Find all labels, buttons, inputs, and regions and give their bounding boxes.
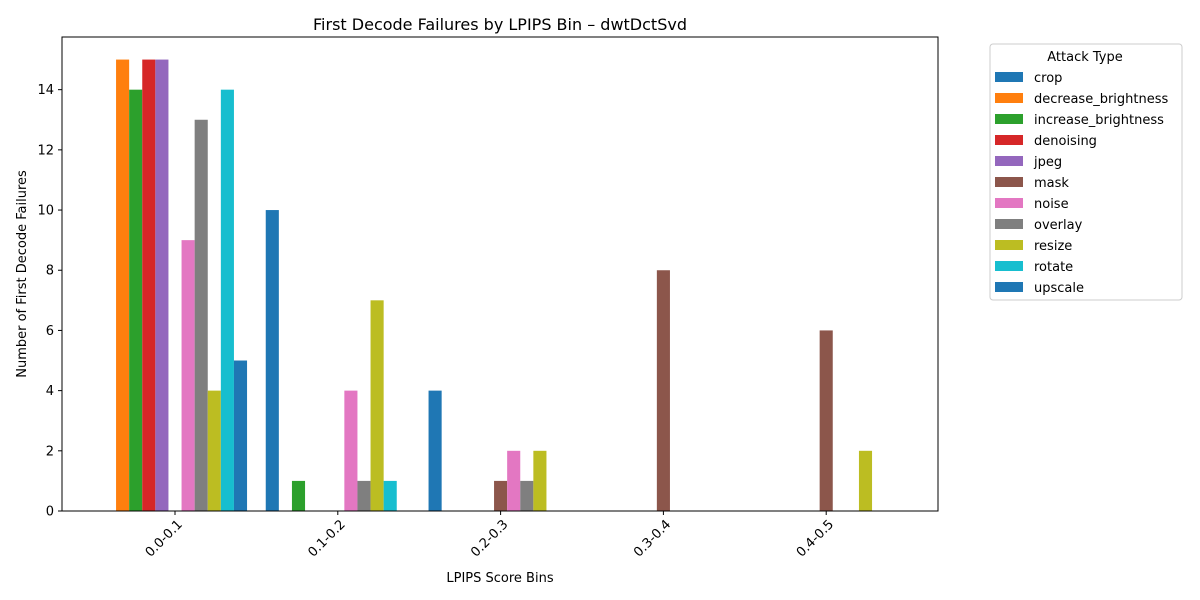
x-tick-label: 0.0-0.1 xyxy=(143,517,186,560)
chart-title: First Decode Failures by LPIPS Bin – dwt… xyxy=(313,15,687,34)
y-tick-label: 12 xyxy=(37,143,54,158)
legend-label-noise: noise xyxy=(1034,197,1069,212)
bar-crop-0.1-0.2 xyxy=(265,210,279,512)
y-tick-label: 14 xyxy=(37,83,54,98)
x-axis-ticks: 0.0-0.1 0.1-0.2 0.2-0.3 0.3-0.4 0.4-0.5 xyxy=(143,511,837,560)
legend-swatch-mask xyxy=(995,177,1023,187)
bar-mask-0.3-0.4 xyxy=(656,270,670,511)
legend-swatch-jpeg xyxy=(995,156,1023,166)
bars-group xyxy=(116,59,873,512)
bar-mask-0.4-0.5 xyxy=(819,330,833,511)
legend-swatch-overlay xyxy=(995,219,1023,229)
y-tick-label: 8 xyxy=(46,264,54,279)
legend-label-overlay: overlay xyxy=(1034,218,1083,233)
legend-label-decrease_brightness: decrease_brightness xyxy=(1034,92,1168,107)
bar-upscale-0.0-0.1 xyxy=(233,360,248,511)
y-tick-label: 10 xyxy=(37,204,54,219)
legend-swatch-noise xyxy=(995,198,1023,208)
legend-swatch-crop xyxy=(995,72,1023,82)
legend-swatch-denoising xyxy=(995,135,1023,145)
bar-noise-0.1-0.2 xyxy=(344,390,358,511)
bar-mask-0.2-0.3 xyxy=(494,480,508,511)
y-axis-label: Number of First Decode Failures xyxy=(15,170,30,378)
x-axis-label: LPIPS Score Bins xyxy=(446,571,553,586)
bar-overlay-0.1-0.2 xyxy=(357,480,371,511)
legend-frame xyxy=(989,43,1183,301)
legend-label-mask: mask xyxy=(1034,176,1069,191)
bar-overlay-0.2-0.3 xyxy=(520,480,534,511)
plot-frame xyxy=(61,36,939,512)
legend-label-jpeg: jpeg xyxy=(1033,155,1062,170)
y-tick-label: 6 xyxy=(46,324,54,339)
bar-noise-0.2-0.3 xyxy=(507,450,521,511)
y-axis-ticks: 0 2 4 6 8 10 12 14 xyxy=(37,83,62,520)
bar-resize-0.2-0.3 xyxy=(533,450,547,511)
bar-resize-0.4-0.5 xyxy=(858,450,873,511)
legend: Attack Type crop decrease_brightnessincre… xyxy=(989,43,1183,301)
bar-increase_brightness-0.0-0.1 xyxy=(129,89,143,512)
bar-rotate-0.0-0.1 xyxy=(220,89,234,512)
legend-label-resize: resize xyxy=(1034,239,1072,254)
bar-jpeg-0.0-0.1 xyxy=(155,59,169,511)
legend-title: Attack Type xyxy=(1047,50,1123,65)
y-tick-label: 0 xyxy=(46,505,54,520)
legend-items: crop decrease_brightness increase_brightne… xyxy=(995,71,1168,296)
bar-increase_brightness-0.1-0.2 xyxy=(291,480,306,511)
legend-label-increase_brightness: increase_brightness xyxy=(1034,113,1164,128)
x-tick-label: 0.3-0.4 xyxy=(631,517,674,560)
y-tick-label: 4 xyxy=(46,384,54,399)
x-tick-label: 0.2-0.3 xyxy=(468,517,511,560)
x-tick-label: 0.1-0.2 xyxy=(305,517,348,560)
bar-noise-0.0-0.1 xyxy=(181,240,195,511)
legend-label-crop: crop xyxy=(1034,71,1062,86)
legend-label-rotate: rotate xyxy=(1034,260,1073,275)
y-tick-label: 2 xyxy=(46,444,54,459)
legend-swatch-decrease_brightness xyxy=(995,93,1023,103)
bar-denoising-0.0-0.1 xyxy=(142,59,156,511)
legend-swatch-rotate xyxy=(995,261,1023,271)
bar-crop-0.2-0.3 xyxy=(428,390,442,511)
x-tick-label: 0.4-0.5 xyxy=(794,517,837,560)
bar-resize-0.0-0.1 xyxy=(207,390,221,511)
bar-overlay-0.0-0.1 xyxy=(194,119,208,511)
legend-label-denoising: denoising xyxy=(1034,134,1097,149)
legend-swatch-upscale xyxy=(995,282,1023,292)
legend-swatch-increase_brightness xyxy=(995,114,1023,124)
bar-decrease_brightness-0.0-0.1 xyxy=(116,59,130,511)
legend-swatch-resize xyxy=(995,240,1023,250)
bar-rotate-0.1-0.2 xyxy=(383,480,397,511)
bar-resize-0.1-0.2 xyxy=(370,300,384,511)
legend-label-upscale: upscale xyxy=(1034,281,1084,296)
